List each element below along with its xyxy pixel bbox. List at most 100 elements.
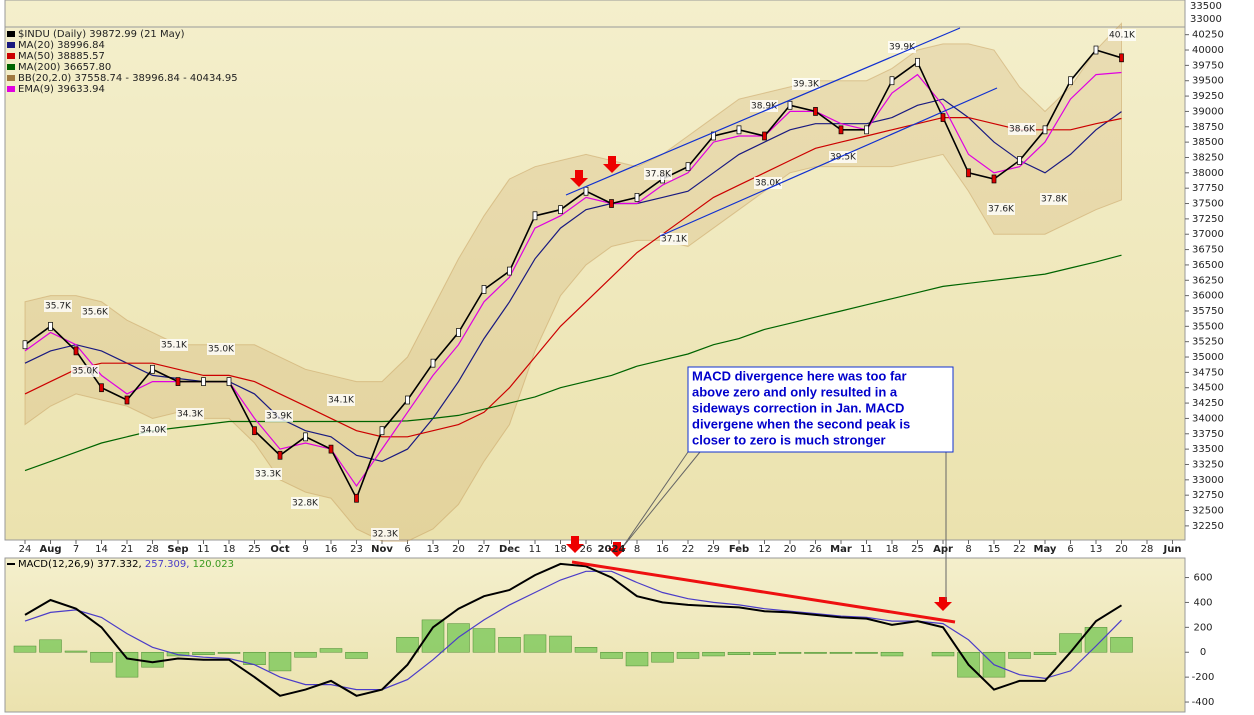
annotation-box	[160, 339, 188, 351]
annotation: 35.0K	[208, 345, 235, 355]
price-marker	[736, 125, 742, 135]
price-marker	[99, 383, 104, 393]
legend-entry: MA(50) 38885.57	[18, 51, 105, 62]
price-marker	[48, 321, 53, 331]
annotation: 33.3K	[255, 470, 282, 480]
annotation: 38.6K	[1009, 125, 1036, 135]
price-marker	[277, 450, 283, 460]
y-tick-label: 35750	[1192, 306, 1224, 317]
price-marker	[124, 395, 130, 405]
histogram-bar	[421, 619, 445, 653]
x-tick-label: 25	[911, 544, 924, 555]
histogram-bar	[1033, 651, 1057, 655]
y-tick-label: 400	[1193, 597, 1212, 608]
histogram-bar	[345, 651, 368, 659]
x-tick-label: 26	[580, 544, 593, 555]
note-text: MACD divergence here was too far	[692, 368, 907, 383]
annotation: 34.0K	[140, 426, 167, 436]
annotation-box	[987, 203, 1015, 215]
x-tick-label: 13	[1090, 544, 1103, 555]
x-tick-label: 18	[554, 544, 567, 555]
y-tick-label: 38500	[1192, 137, 1224, 148]
price-marker	[22, 340, 28, 350]
y-tick-label: 40250	[1192, 30, 1224, 41]
histogram-bar	[651, 651, 674, 663]
annotation: 37.8K	[1041, 195, 1068, 205]
annotation: 38.9K	[751, 102, 778, 112]
annotation-box	[660, 233, 688, 245]
y-tick-label: 32500	[1192, 506, 1224, 517]
annotation-box	[265, 410, 293, 422]
annotation: 40.1K	[1109, 31, 1136, 41]
price-marker	[73, 346, 79, 356]
x-tick-label: 16	[325, 544, 338, 555]
trend-line	[659, 87, 998, 237]
y-tick-label: 39250	[1192, 91, 1224, 102]
y-tick-label: 37750	[1192, 183, 1224, 194]
note-text: closer to zero is much stronger	[692, 432, 886, 447]
histogram-bar	[549, 635, 572, 653]
price-marker	[787, 100, 793, 110]
x-tick-label: 16	[656, 544, 669, 555]
note-box	[687, 366, 954, 453]
arrow	[570, 170, 588, 187]
histogram-bar	[829, 651, 853, 654]
price-marker	[558, 205, 563, 215]
x-tick-label: 26	[809, 544, 822, 555]
y-tick-label: 33000	[1192, 475, 1224, 486]
x-tick-label: 6	[404, 544, 410, 555]
y-tick-label: 600	[1193, 573, 1212, 584]
annotation-box	[81, 306, 109, 318]
histogram-bar	[217, 651, 241, 654]
histogram-bar	[1110, 637, 1133, 653]
annotation-box	[71, 365, 99, 377]
y-tick-label: 36750	[1192, 245, 1224, 256]
arrow	[608, 542, 626, 557]
legend-entry: 120.023	[193, 559, 234, 570]
legend-swatch	[7, 64, 15, 70]
price-marker	[813, 107, 818, 116]
legend-swatch	[7, 42, 15, 48]
annotation: 34.3K	[177, 410, 204, 420]
price-marker	[303, 432, 308, 442]
annotation: 35.7K	[45, 302, 72, 312]
annotation-box	[1008, 123, 1036, 135]
histogram-bar	[880, 651, 904, 657]
y-tick-label: 34750	[1192, 367, 1224, 378]
price-marker	[328, 444, 334, 454]
x-tick-label: 2024	[598, 544, 626, 555]
histogram-bar	[727, 651, 751, 655]
callout	[621, 451, 947, 600]
x-tick-label: 22	[1013, 544, 1026, 555]
price-marker	[889, 76, 895, 86]
annotation: 39.5K	[830, 153, 857, 163]
x-tick-label: 13	[427, 544, 440, 555]
x-tick-label: 23	[350, 544, 363, 555]
x-tick-label: Nov	[371, 544, 393, 555]
arrow	[934, 597, 952, 611]
x-tick-label: 8	[634, 544, 640, 555]
annotation-box	[327, 394, 355, 406]
indicator-line	[24, 117, 1122, 438]
price-marker	[430, 358, 436, 368]
histogram-bar	[472, 628, 496, 653]
note-text: divergene when the second peak is	[692, 416, 910, 431]
histogram-bar	[294, 651, 317, 658]
price-marker	[1042, 125, 1048, 135]
y-tick-label: 33250	[1192, 459, 1224, 470]
x-tick-label: 20	[1115, 544, 1128, 555]
price-marker	[150, 364, 155, 374]
x-tick-label: Apr	[933, 544, 953, 555]
price-marker	[915, 57, 920, 67]
y-tick-label: 38000	[1192, 168, 1224, 179]
price-marker	[201, 377, 206, 386]
y-tick-label: 34500	[1192, 383, 1224, 394]
histogram-bar	[625, 651, 649, 667]
legend-entry: BB(20,2.0) 37558.74 - 38996.84 - 40434.9…	[18, 73, 238, 84]
legend-swatch	[7, 31, 15, 37]
grid	[24, 34, 1189, 703]
legend-swatch	[7, 53, 15, 59]
histogram-bar	[753, 651, 776, 655]
